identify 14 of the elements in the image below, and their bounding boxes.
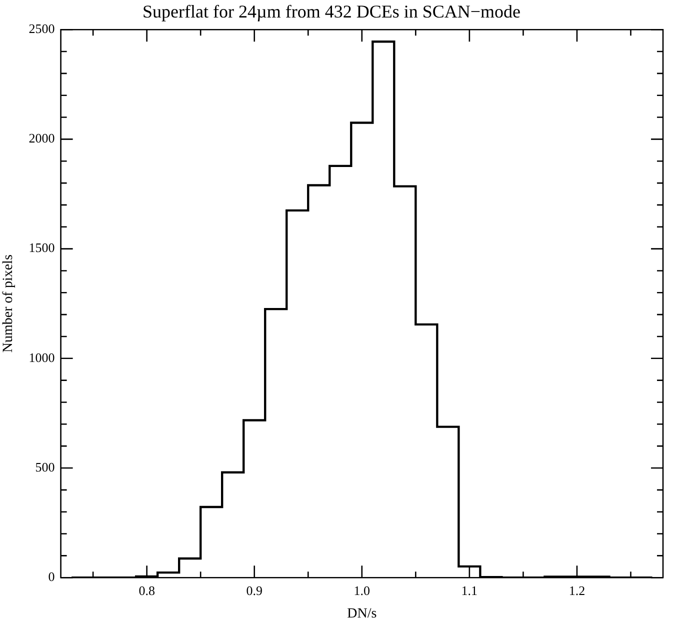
x-tick-label: 1.0	[354, 582, 370, 598]
x-tick-label: 0.9	[246, 582, 262, 598]
y-tick-label: 0	[48, 569, 55, 584]
x-tick-label: 0.8	[138, 582, 155, 598]
x-tick-label: 1.1	[461, 582, 478, 598]
y-tick-label: 500	[35, 459, 55, 474]
y-tick-label: 1000	[28, 350, 55, 365]
chart-title: Superflat for 24µm from 432 DCEs in SCAN−mode	[142, 2, 520, 22]
x-axis-title: DN/s	[347, 606, 377, 622]
y-axis-title: Number of pixels	[1, 254, 16, 353]
x-tick-label: 1.2	[568, 582, 586, 598]
y-tick-label: 1500	[28, 240, 55, 256]
y-tick-label: 2500	[28, 21, 55, 36]
y-tick-label: 2000	[28, 130, 55, 146]
